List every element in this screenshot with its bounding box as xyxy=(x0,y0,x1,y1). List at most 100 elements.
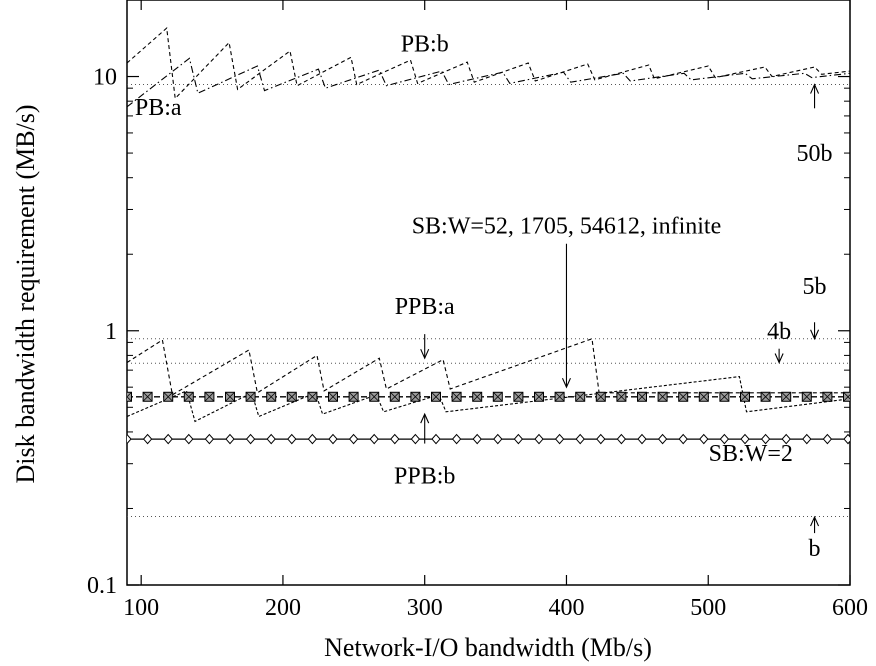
marker-cross xyxy=(225,391,235,402)
marker-cross xyxy=(307,391,318,402)
annotation-sb-w-2: SB:W=2 xyxy=(709,441,793,467)
marker-cross xyxy=(843,391,850,402)
x-tick-label: 500 xyxy=(690,595,726,621)
marker-cross xyxy=(390,391,400,402)
marker-diamond xyxy=(760,433,771,445)
series-line-ppb-a xyxy=(127,338,850,396)
marker-diamond xyxy=(225,433,235,445)
annotation-arrow xyxy=(774,348,784,364)
annotation-arrow xyxy=(420,334,430,360)
marker-diamond xyxy=(204,433,215,445)
marker-cross xyxy=(781,391,791,402)
marker-diamond xyxy=(802,433,812,445)
marker-diamond xyxy=(575,433,585,445)
marker-diamond xyxy=(348,433,359,445)
marker-diamond xyxy=(678,433,688,445)
marker-cross xyxy=(637,391,647,402)
marker-cross xyxy=(554,391,565,402)
y-axis-title: Disk bandwidth requirement (MB/s) xyxy=(11,104,40,483)
marker-cross xyxy=(575,391,585,402)
marker-diamond xyxy=(740,433,750,445)
marker-cross xyxy=(616,391,627,402)
y-tick-label: 10 xyxy=(93,65,117,91)
marker-cross xyxy=(719,391,730,402)
marker-diamond xyxy=(699,433,709,445)
marker-diamond xyxy=(431,433,441,445)
series-line-pb-a xyxy=(127,57,850,108)
marker-cross xyxy=(127,391,132,402)
marker-cross xyxy=(451,391,462,402)
marker-cross xyxy=(287,391,297,402)
marker-cross xyxy=(184,391,194,402)
reference-lines xyxy=(127,84,850,517)
marker-diamond xyxy=(493,433,503,445)
marker-diamond xyxy=(616,433,627,445)
x-axis-title: Network-I/O bandwidth (Mb/s) xyxy=(324,633,652,662)
annotation-layer: PB:b PB:a 50b SB:W=52, 1705, 54612, infinit… xyxy=(135,31,833,561)
marker-cross xyxy=(328,391,338,402)
x-tick-label: 300 xyxy=(407,595,443,621)
marker-diamond xyxy=(596,433,606,445)
annotation-arrow xyxy=(810,322,820,341)
marker-diamond xyxy=(245,433,256,445)
marker-cross xyxy=(699,391,709,402)
annotation-ppb-b: PPB:b xyxy=(394,463,455,489)
plot-frame xyxy=(126,0,851,586)
x-tick-label: 600 xyxy=(832,595,868,621)
annotation-arrow xyxy=(561,243,571,389)
marker-diamond xyxy=(369,433,379,445)
marker-cross xyxy=(204,391,215,402)
marker-cross xyxy=(760,391,771,402)
marker-diamond xyxy=(781,433,791,445)
annotation-arrow xyxy=(810,515,820,534)
x-tick-label: 200 xyxy=(265,595,301,621)
x-tick-label: 100 xyxy=(123,595,159,621)
marker-diamond xyxy=(637,433,647,445)
annotation-5b: 5b xyxy=(803,274,827,300)
annotation-pb-b: PB:b xyxy=(401,31,449,57)
annotation-pb-a: PB:a xyxy=(135,95,182,121)
marker-diamond xyxy=(657,433,668,445)
marker-cross xyxy=(822,391,833,402)
marker-cross xyxy=(348,391,359,402)
series-line-pb-b xyxy=(127,26,850,100)
marker-cross xyxy=(163,391,173,402)
marker-cross xyxy=(266,391,276,402)
marker-diamond xyxy=(554,433,565,445)
annotation-arrow xyxy=(810,83,820,109)
marker-square xyxy=(127,391,132,402)
marker-square xyxy=(843,391,850,402)
marker-diamond xyxy=(822,433,833,445)
marker-diamond xyxy=(184,433,194,445)
marker-cross xyxy=(802,391,812,402)
marker-diamond xyxy=(410,433,421,445)
marker-diamond xyxy=(328,433,338,445)
marker-diamond xyxy=(127,433,132,445)
annotation-sb-w-52-1705-54612-infinite: SB:W=52, 1705, 54612, infinite xyxy=(412,213,722,239)
annotation-4b: 4b xyxy=(767,319,791,345)
series-layer xyxy=(127,26,850,445)
marker-cross xyxy=(493,391,503,402)
marker-diamond xyxy=(451,433,462,445)
x-tick-label: 400 xyxy=(548,595,584,621)
marker-diamond xyxy=(534,433,544,445)
annotation-50b: 50b xyxy=(797,141,833,167)
marker-cross xyxy=(245,391,256,402)
marker-diamond xyxy=(719,433,730,445)
marker-cross xyxy=(472,391,482,402)
annotation-b: b xyxy=(809,536,821,562)
annotation-arrow xyxy=(420,412,430,444)
marker-diamond xyxy=(513,433,524,445)
marker-diamond xyxy=(307,433,318,445)
series-line-ppb-b xyxy=(127,375,850,423)
marker-cross xyxy=(534,391,544,402)
marker-diamond xyxy=(472,433,482,445)
y-tick-label: 1 xyxy=(105,319,117,345)
marker-diamond xyxy=(843,433,850,445)
marker-cross xyxy=(657,391,668,402)
marker-cross xyxy=(410,391,421,402)
marker-cross xyxy=(513,391,524,402)
marker-cross xyxy=(596,391,606,402)
marker-cross xyxy=(740,391,750,402)
